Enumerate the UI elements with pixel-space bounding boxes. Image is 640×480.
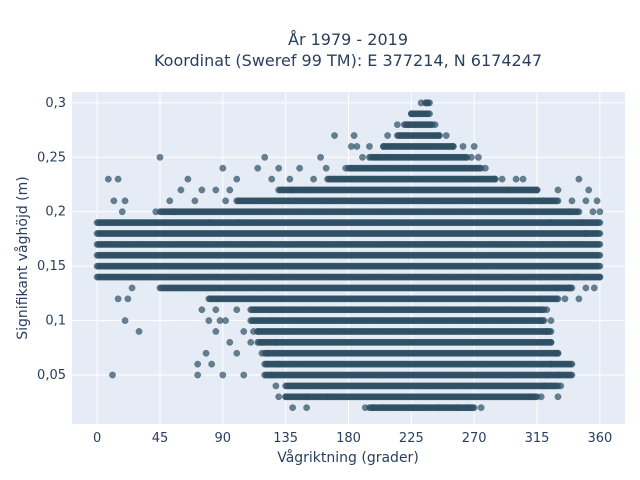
data-point	[596, 251, 604, 259]
data-point	[596, 240, 604, 248]
data-points	[93, 99, 604, 412]
data-point	[470, 404, 478, 412]
data-point	[596, 262, 604, 270]
data-point	[596, 219, 604, 227]
data-point	[596, 230, 604, 237]
data-point	[568, 371, 576, 379]
data-point	[554, 295, 562, 303]
data-point	[575, 208, 583, 216]
data-point	[568, 360, 576, 368]
